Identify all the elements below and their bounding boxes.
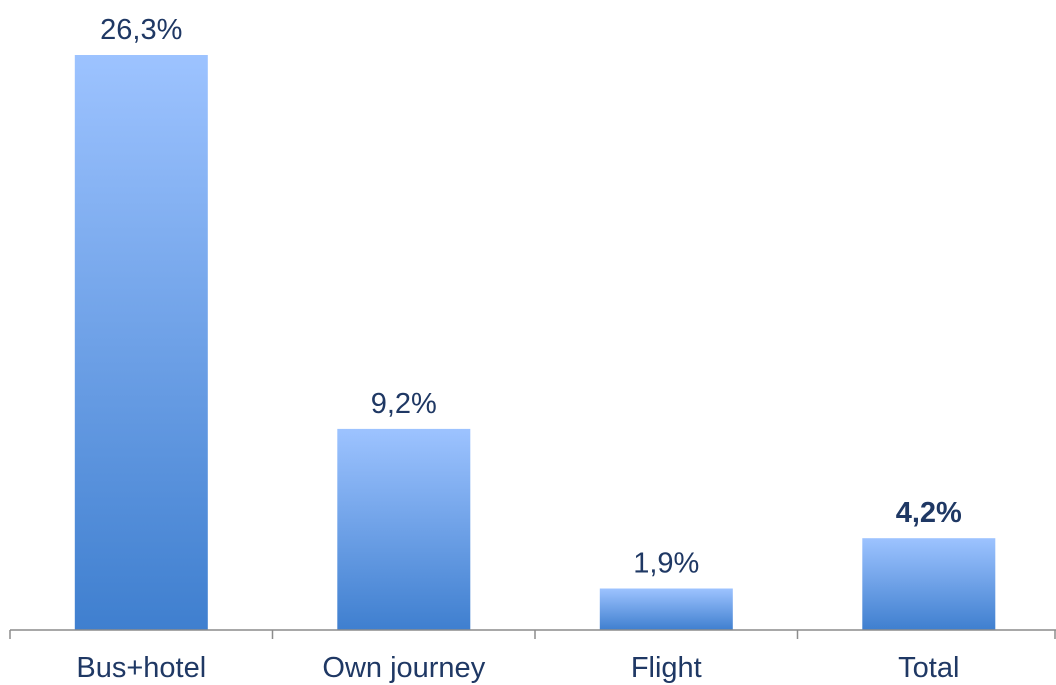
bar-bus-hotel [74,55,208,630]
category-label-total: Total [898,652,959,684]
value-labels-group: 26,3% 9,2% 1,9% 4,2% [100,14,962,580]
category-labels-group: Bus+hotel Own journey Flight Total [76,652,959,684]
category-label-flight: Flight [631,652,702,684]
x-axis [9,629,1056,639]
category-label-bus-hotel: Bus+hotel [76,652,206,684]
value-label-own-journey: 9,2% [371,388,437,420]
value-label-total: 4,2% [896,497,962,529]
bar-own-journey [337,428,471,630]
bar-flight [599,588,733,630]
bar-total [862,538,996,630]
category-label-own-journey: Own journey [322,652,485,684]
bars-group [74,55,996,630]
value-label-bus-hotel: 26,3% [100,14,182,46]
value-label-flight: 1,9% [633,548,699,580]
